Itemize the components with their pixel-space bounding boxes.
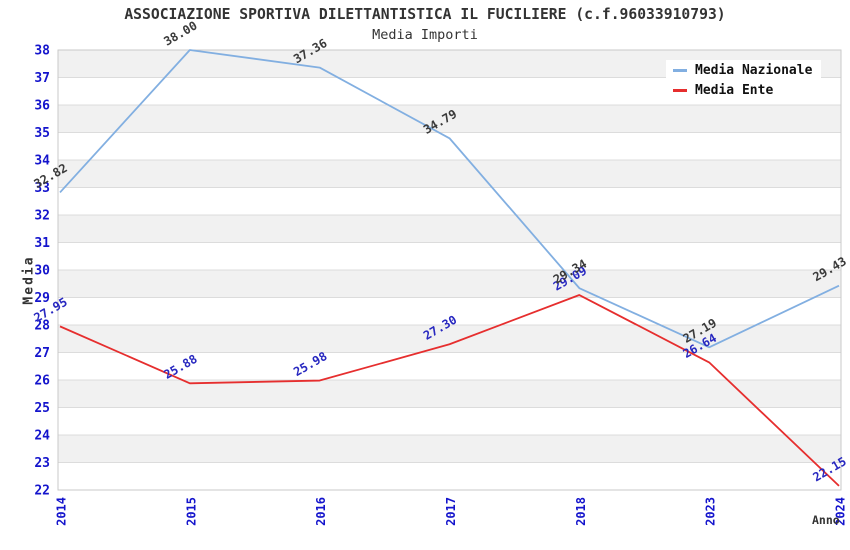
x-tick-label: 2015 xyxy=(184,497,198,526)
legend-label: Media Nazionale xyxy=(695,62,813,78)
chart-subtitle: Media Importi xyxy=(372,27,478,43)
x-tick-label: 2018 xyxy=(574,497,588,526)
y-axis-title: Media xyxy=(21,255,37,305)
y-tick-label: 33 xyxy=(34,181,50,196)
grid-band xyxy=(58,435,841,463)
x-tick-label: 2014 xyxy=(55,497,69,526)
grid-band xyxy=(58,325,841,353)
y-tick-label: 24 xyxy=(34,429,50,444)
legend-item-media-ente: Media Ente xyxy=(666,80,783,100)
y-tick-label: 26 xyxy=(34,374,50,389)
grid-band xyxy=(58,160,841,188)
grid-band xyxy=(58,215,841,243)
legend-line-swatch-ente xyxy=(673,88,687,92)
grid-band xyxy=(58,380,841,408)
y-tick-label: 29 xyxy=(34,291,50,306)
y-tick-label: 25 xyxy=(34,401,50,416)
y-tick-label: 31 xyxy=(34,236,50,251)
x-tick-label: 2016 xyxy=(314,497,328,526)
y-tick-label: 38 xyxy=(34,44,50,59)
y-tick-label: 36 xyxy=(34,99,50,114)
grid-band xyxy=(58,407,841,435)
y-tick-label: 37 xyxy=(34,71,50,86)
x-tick-label: 2017 xyxy=(444,497,458,526)
grid-band xyxy=(58,242,841,270)
y-tick-label: 34 xyxy=(34,154,50,169)
grid-band xyxy=(58,352,841,380)
y-tick-label: 30 xyxy=(34,264,50,279)
y-tick-label: 28 xyxy=(34,319,50,334)
plot-border xyxy=(57,49,842,491)
x-tick-label: 2024 xyxy=(834,497,848,526)
grid-band xyxy=(58,105,841,133)
legend: Media Nazionale Media Ente xyxy=(666,60,822,100)
grid-band xyxy=(58,462,841,490)
legend-line-swatch-nazionale xyxy=(673,68,687,72)
chart-title: ASSOCIAZIONE SPORTIVA DILETTANTISTICA IL… xyxy=(124,6,726,23)
series-line-media-ente xyxy=(59,294,840,487)
legend-label: Media Ente xyxy=(695,82,774,98)
y-tick-label: 27 xyxy=(34,346,50,361)
legend-item-media-nazionale: Media Nazionale xyxy=(666,60,822,80)
grid-band xyxy=(58,187,841,215)
y-tick-label: 22 xyxy=(34,484,50,499)
grid-band xyxy=(58,132,841,160)
x-tick-label: 2023 xyxy=(704,497,718,526)
grid-band xyxy=(58,297,841,325)
y-tick-label: 32 xyxy=(34,209,50,224)
y-tick-label: 35 xyxy=(34,126,50,141)
x-axis-title: Anno xyxy=(812,513,840,527)
y-tick-label: 23 xyxy=(34,456,50,471)
grid-band xyxy=(58,270,841,298)
series-line-media-nazionale xyxy=(59,49,840,349)
